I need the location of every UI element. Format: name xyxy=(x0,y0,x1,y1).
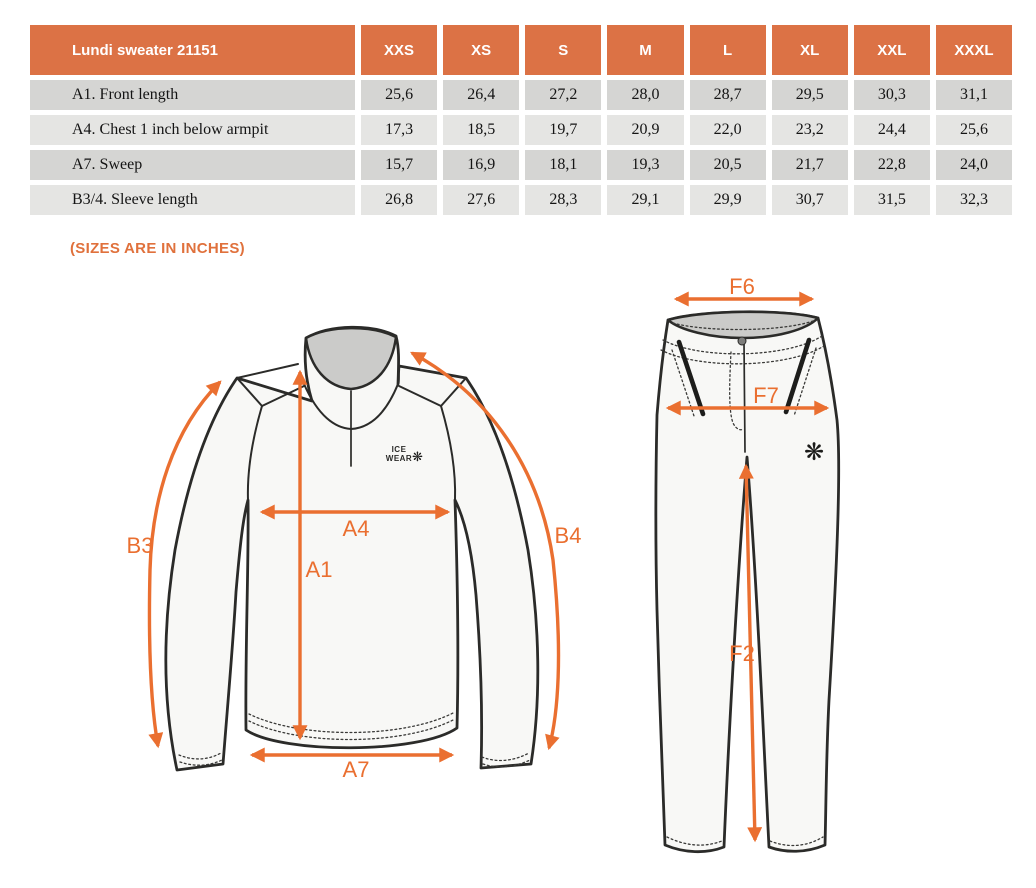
size-cell: 24,4 xyxy=(853,115,930,145)
size-cell: 15,7 xyxy=(361,150,438,180)
size-cell: 30,3 xyxy=(853,80,930,110)
col-header-xl: XL xyxy=(771,25,848,75)
size-cell: 20,5 xyxy=(689,150,766,180)
size-cell: 24,0 xyxy=(935,150,1012,180)
right-pocket xyxy=(783,337,812,415)
col-header-xxs: XXS xyxy=(361,25,438,75)
waistband-inside xyxy=(666,310,820,340)
size-cell: 17,3 xyxy=(361,115,438,145)
b3-label: B3 xyxy=(127,533,154,558)
size-cell: 30,7 xyxy=(771,185,848,215)
size-cell: 26,4 xyxy=(443,80,520,110)
f6-label: F6 xyxy=(729,274,755,299)
size-cell: 26,8 xyxy=(361,185,438,215)
size-cell: 29,1 xyxy=(607,185,684,215)
size-cell: 29,5 xyxy=(771,80,848,110)
col-header-xxxl: XXXL xyxy=(935,25,1012,75)
snowflake-icon: ❋ xyxy=(412,450,423,465)
size-cell: 28,7 xyxy=(689,80,766,110)
size-cell: 20,9 xyxy=(607,115,684,145)
f7-label: F7 xyxy=(753,383,779,408)
collar-inside xyxy=(304,326,398,391)
col-header-m: M xyxy=(607,25,684,75)
snowflake-icon: ❋ xyxy=(804,438,824,466)
col-header-xxl: XXL xyxy=(853,25,930,75)
size-cell: 28,3 xyxy=(525,185,602,215)
size-cell: 27,2 xyxy=(525,80,602,110)
size-cell: 31,5 xyxy=(853,185,930,215)
size-cell: 25,6 xyxy=(935,115,1012,145)
col-header-s: S xyxy=(525,25,602,75)
size-cell: 19,7 xyxy=(525,115,602,145)
size-cell: 18,1 xyxy=(525,150,602,180)
size-cell: 19,3 xyxy=(607,150,684,180)
waist-button xyxy=(737,336,747,346)
pants-dimension-arrows: F6 F7 F2 xyxy=(665,274,830,843)
size-cell: 21,7 xyxy=(771,150,848,180)
units-note: (SIZES ARE IN INCHES) xyxy=(70,240,245,257)
size-cell: 25,6 xyxy=(361,80,438,110)
col-header-xs: XS xyxy=(443,25,520,75)
size-cell: 23,2 xyxy=(771,115,848,145)
b4-arrow xyxy=(410,351,561,751)
size-cell: 27,6 xyxy=(443,185,520,215)
size-cell: 32,3 xyxy=(935,185,1012,215)
f2-label: F2 xyxy=(729,641,755,666)
col-header-l: L xyxy=(689,25,766,75)
pants-diagram: ❋ F6 F7 F2 xyxy=(654,274,841,854)
a7-label: A7 xyxy=(343,757,370,782)
logo-line1: ICE xyxy=(392,445,407,454)
size-cell: 16,9 xyxy=(443,150,520,180)
f2-arrow xyxy=(738,463,763,843)
b4-label: B4 xyxy=(555,523,582,548)
row-label: A4. Chest 1 inch below armpit xyxy=(30,115,355,145)
sweater-diagram: ICE WEAR ❋ B3 B4 A4 A1 A7 xyxy=(127,325,582,782)
size-cell: 22,0 xyxy=(689,115,766,145)
fly-line xyxy=(743,341,746,453)
size-cell: 22,8 xyxy=(853,150,930,180)
b3-arrow xyxy=(147,380,222,749)
size-cell: 29,9 xyxy=(689,185,766,215)
row-label: A1. Front length xyxy=(30,80,355,110)
table-title: Lundi sweater 21151 xyxy=(30,25,355,75)
size-cell: 31,1 xyxy=(935,80,1012,110)
size-cell: 28,0 xyxy=(607,80,684,110)
size-cell: 18,5 xyxy=(443,115,520,145)
row-label: A7. Sweep xyxy=(30,150,355,180)
sweater-dimension-arrows: B3 B4 A4 A1 A7 xyxy=(127,351,582,782)
a1-label: A1 xyxy=(306,557,333,582)
row-label: B3/4. Sleeve length xyxy=(30,185,355,215)
size-table: Lundi sweater 21151 XXS XS S M L XL XXL … xyxy=(30,25,1012,215)
a4-label: A4 xyxy=(343,516,370,541)
logo-line2: WEAR xyxy=(386,454,412,463)
